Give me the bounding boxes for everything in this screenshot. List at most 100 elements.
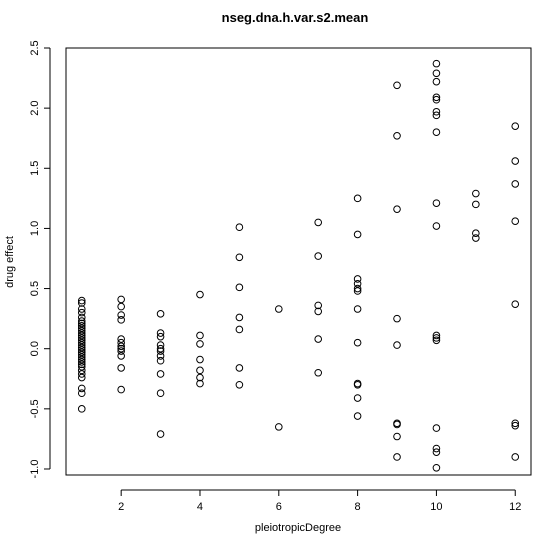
data-point (196, 340, 204, 348)
data-point (156, 341, 165, 349)
data-point (432, 107, 441, 116)
data-point (156, 430, 165, 438)
data-point (196, 373, 204, 382)
data-point (235, 283, 244, 292)
chart-title: nseg.dna.h.var.s2.mean (222, 10, 369, 25)
data-point (117, 344, 125, 353)
data-point (196, 331, 204, 340)
data-point (432, 128, 441, 136)
data-point (353, 284, 362, 293)
data-point (117, 364, 125, 372)
data-point (353, 380, 362, 389)
data-point (77, 389, 86, 398)
y-axis-label: drug effect (4, 236, 16, 288)
data-point (472, 229, 480, 238)
data-point (472, 200, 480, 209)
data-point (77, 353, 86, 361)
x-axis-label: pleiotropicDegree (255, 522, 341, 534)
data-point (314, 218, 323, 227)
data-point (77, 305, 86, 313)
x-tick-label: 12 (509, 501, 521, 513)
data-point (117, 342, 125, 351)
plot-frame (65, 47, 532, 476)
data-point (314, 368, 323, 377)
data-point (77, 341, 86, 349)
data-point (511, 180, 520, 188)
y-tick-label: 2.0 (29, 100, 41, 115)
data-point (117, 347, 125, 355)
data-point (77, 346, 86, 354)
data-point (77, 296, 86, 305)
data-point (196, 379, 204, 388)
data-point (156, 344, 165, 353)
data-point (77, 326, 86, 335)
data-point (393, 341, 401, 349)
data-point (393, 432, 401, 441)
y-tick-label: 2.5 (29, 40, 41, 55)
data-point (156, 370, 165, 378)
data-point (353, 194, 362, 203)
data-points (77, 59, 520, 472)
data-point (77, 317, 86, 325)
data-point (156, 389, 165, 398)
data-point (511, 217, 520, 226)
data-point (77, 358, 86, 366)
data-point (511, 453, 520, 461)
data-point (432, 222, 441, 230)
data-point (77, 370, 86, 378)
data-point (393, 314, 401, 323)
data-point (196, 366, 204, 375)
x-tick-label: 2 (118, 501, 124, 513)
data-point (353, 279, 362, 288)
data-point (235, 313, 244, 322)
data-point (511, 421, 520, 430)
data-point (117, 335, 125, 343)
data-point (472, 234, 480, 242)
data-point (314, 335, 323, 343)
data-point (196, 290, 204, 299)
data-point (77, 355, 86, 364)
y-tick-label: 1.0 (29, 221, 41, 236)
data-point (432, 424, 441, 432)
x-axis: 2 4 6 8 10 12 (118, 489, 521, 513)
data-point (432, 463, 441, 472)
data-point (393, 81, 401, 90)
data-point (77, 324, 86, 333)
data-point (432, 199, 441, 207)
data-point (432, 448, 441, 456)
data-point (77, 405, 86, 413)
data-point (77, 338, 86, 347)
data-point (77, 366, 86, 375)
y-tick-label: 0.5 (29, 281, 41, 296)
data-point (77, 350, 86, 359)
x-tick-label: 4 (197, 501, 203, 513)
data-point (117, 295, 125, 304)
data-point (235, 325, 244, 334)
data-point (353, 287, 362, 295)
data-point (117, 311, 125, 319)
data-point (353, 394, 362, 402)
data-point (511, 157, 520, 165)
data-point (432, 95, 441, 104)
x-tick-label: 10 (430, 501, 442, 513)
data-point (77, 322, 86, 330)
data-point (77, 373, 86, 382)
data-point (235, 364, 244, 372)
data-point (432, 69, 441, 78)
data-point (77, 336, 86, 345)
data-point (353, 412, 362, 420)
data-point (77, 362, 86, 371)
data-point (77, 348, 86, 357)
data-point (77, 329, 86, 337)
data-point (314, 307, 323, 316)
data-point (156, 352, 165, 360)
data-point (393, 453, 401, 461)
data-point (432, 77, 441, 86)
data-point (314, 301, 323, 310)
y-axis: -1.0 -0.5 0.0 0.5 1.0 1.5 2.0 2.5 (29, 40, 51, 478)
data-point (156, 332, 165, 341)
y-tick-label: 0.0 (29, 341, 41, 356)
data-point (77, 299, 86, 307)
data-point (511, 122, 520, 130)
data-point (353, 230, 362, 239)
